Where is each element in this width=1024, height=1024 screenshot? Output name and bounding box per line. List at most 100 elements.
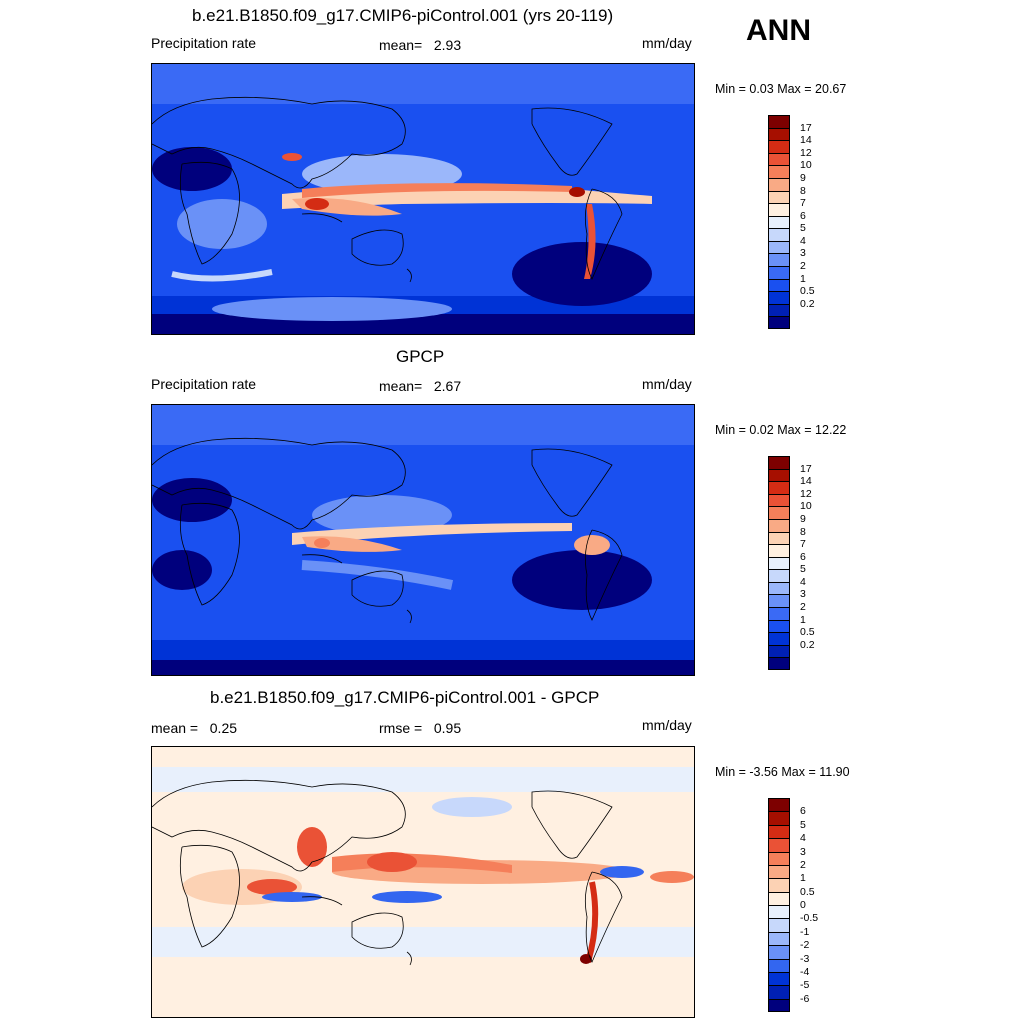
colorbar-tick-label: 5 [800,222,806,235]
colorbar-cell [768,985,790,999]
colorbar-cell [768,215,790,229]
panel-diff-coastlines [152,779,623,966]
panel-obs-mean-label: mean= [379,378,423,394]
colorbar-tick-label: -5 [800,979,810,992]
colorbar-tick-label: 0 [800,899,806,911]
colorbar-tick-label: 7 [800,538,806,551]
colorbar-tick-label: 17 [800,121,812,134]
colorbar-cell [768,619,790,633]
colorbar-tick-label: -1 [800,925,810,938]
colorbar-cell [768,569,790,582]
colorbar-tick-label: 8 [800,525,806,538]
panel-obs-map [151,404,695,676]
colorbar-cell [768,798,790,812]
panel-model-variable-label: Precipitation rate [151,35,257,51]
panel-obs-mean-value: 2.67 [433,378,462,394]
panel-obs-title: GPCP [396,347,445,366]
panel-model-mean-label: mean= [379,37,423,53]
panel-diff-colorbar: 6 5 4 3 2 1 0.5 0 -0.5 -1 -2 -3 -4 -5 -6 [768,798,818,1012]
panel-model-title: b.e21.B1850.f09_g17.CMIP6-piControl.001 … [192,6,614,25]
colorbar-tick-label: 4 [800,832,806,845]
colorbar-tick-label: -4 [800,965,810,978]
panel-diff-map-svg [152,747,694,1017]
colorbar-tick-label: -2 [800,939,810,952]
colorbar-tick-label: 5 [800,818,806,831]
colorbar-tick-label: -6 [800,992,810,1005]
panel-diff-rmse-label: rmse = [379,720,423,736]
colorbar-cell [768,851,790,865]
colorbar-tick-label: 14 [800,134,812,147]
colorbar-cell [768,544,790,557]
colorbar-tick-label: 7 [800,197,806,210]
colorbar-tick-label: 1 [800,613,806,626]
panel-diff-minmax: Min = -3.56 Max = 11.90 [715,765,850,779]
colorbar-cell [768,998,790,1012]
colorbar-tick-label: 2 [800,260,806,273]
colorbar-cell [768,918,790,932]
panel-diff-units: mm/day [642,717,692,733]
colorbar-tick-label: 0.2 [800,638,815,651]
colorbar-cell [768,266,790,279]
colorbar-cell [768,127,790,141]
panel-obs-colorbar: 17 14 12 10 9 8 7 6 5 4 3 2 1 0.5 0.2 [768,456,815,670]
colorbar-cell [768,657,790,670]
colorbar-tick-label: 9 [800,171,806,184]
colorbar-cell [768,607,790,620]
colorbar-cell [768,240,790,254]
colorbar-cell [768,556,790,570]
colorbar-cell [768,931,790,946]
colorbar-tick-label: 0.5 [800,626,815,639]
colorbar-cell [768,518,790,532]
colorbar-cell [768,838,790,852]
colorbar-cell [768,291,790,304]
colorbar-tick-label: 3 [800,845,806,858]
colorbar-cell [768,493,790,507]
colorbar-cell [768,506,790,519]
colorbar-tick-label: 14 [800,475,812,488]
colorbar-tick-label: -0.5 [800,912,819,925]
colorbar-tick-label: 10 [800,159,812,172]
colorbar-cell [768,316,790,329]
colorbar-cell [768,891,790,905]
panel-diff-title: b.e21.B1850.f09_g17.CMIP6-piControl.001 … [210,688,600,707]
colorbar-tick-label: 4 [800,575,806,588]
colorbar-tick-label: 0.5 [800,285,815,298]
panel-obs-coastlines [152,437,623,624]
panel-model-colorbar: 17 14 12 10 9 8 7 6 5 4 3 2 1 0.5 0.2 [768,115,815,329]
colorbar-cell [768,811,790,825]
panel-obs-mean: mean= 2.67 [379,378,461,394]
colorbar-cell [768,278,790,292]
colorbar-cell [768,228,790,241]
colorbar-cell [768,864,790,879]
panel-model-units: mm/day [642,35,692,51]
colorbar-tick-label: 6 [800,805,806,818]
colorbar-tick-label: 6 [800,550,806,563]
colorbar-tick-label: 17 [800,462,812,475]
panel-model-map [151,63,695,335]
colorbar-tick-label: 3 [800,588,806,601]
colorbar-tick-label: 4 [800,234,806,247]
panel-model-mean-value: 2.93 [433,37,462,53]
colorbar-tick-label: 12 [800,487,812,500]
colorbar-cell [768,594,790,608]
panel-diff-mean: mean = 0.25 [151,720,237,736]
colorbar-cell [768,958,790,972]
panel-diff-map [151,746,695,1018]
panel-model-mean: mean= 2.93 [379,37,461,53]
panel-diff-mean-label: mean = [151,720,199,736]
panel-obs-colorbar-frame [768,456,790,670]
panel-obs-units: mm/day [642,376,692,392]
panel-diff-rmse-value: 0.95 [433,720,462,736]
season-label: ANN [746,14,811,47]
colorbar-tick-label: 9 [800,512,806,525]
colorbar-tick-label: 1 [800,272,806,285]
colorbar-cell [768,905,790,919]
colorbar-cell [768,468,790,482]
panel-diff-colorbar-frame [768,798,790,1012]
colorbar-cell [768,190,790,204]
colorbar-cell [768,152,790,166]
colorbar-tick-label: 8 [800,184,806,197]
panel-obs-minmax: Min = 0.02 Max = 12.22 [715,423,847,437]
panel-diff-mean-value: 0.25 [209,720,238,736]
colorbar-cell [768,971,790,986]
